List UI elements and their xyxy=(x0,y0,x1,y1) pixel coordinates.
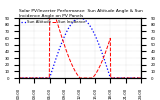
Sun Incidence xyxy=(121,77,123,79)
Text: Solar PV/Inverter Performance  Sun Altitude Angle & Sun Incidence Angle on PV Pa: Solar PV/Inverter Performance Sun Altitu… xyxy=(19,9,143,18)
Sun Incidence xyxy=(19,77,21,79)
Sun Incidence xyxy=(129,77,131,79)
Sun Incidence xyxy=(91,77,92,79)
Sun Incidence xyxy=(140,77,142,79)
Sun Altitude xyxy=(129,77,131,79)
Sun Incidence xyxy=(18,77,20,79)
Sun Altitude xyxy=(91,28,92,29)
Sun Altitude xyxy=(19,77,21,79)
Sun Altitude xyxy=(93,32,95,34)
Sun Altitude xyxy=(121,77,123,79)
Sun Altitude xyxy=(18,77,20,79)
Line: Sun Incidence: Sun Incidence xyxy=(19,18,141,78)
Sun Incidence xyxy=(93,76,95,77)
Sun Altitude xyxy=(79,17,81,19)
Sun Altitude xyxy=(140,77,142,79)
Sun Incidence xyxy=(91,77,93,79)
Line: Sun Altitude: Sun Altitude xyxy=(19,18,141,78)
Legend: Sun Altitude, Sun Incidence: Sun Altitude, Sun Incidence xyxy=(20,18,87,26)
Sun Altitude xyxy=(91,29,93,30)
Sun Incidence xyxy=(49,17,51,19)
